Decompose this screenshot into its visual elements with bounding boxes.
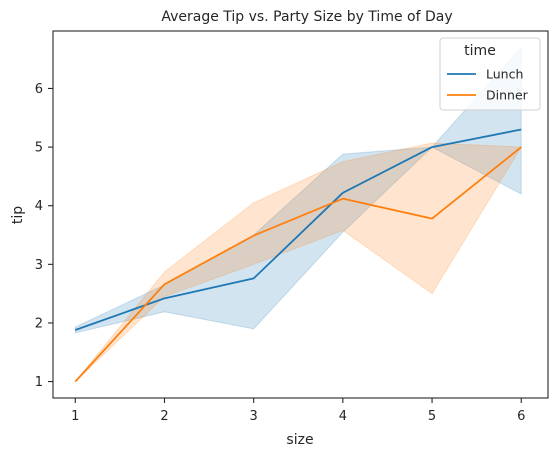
x-tick-label: 2 — [160, 409, 168, 424]
y-tick-label: 1 — [35, 375, 43, 390]
legend-title: time — [464, 43, 496, 59]
x-tick-label: 5 — [428, 409, 436, 424]
x-tick-label: 4 — [339, 409, 347, 424]
legend-label-dinner: Dinner — [486, 88, 529, 103]
x-axis-label: size — [286, 432, 313, 448]
x-tick-label: 3 — [250, 409, 258, 424]
legend-box — [439, 37, 541, 111]
series-line-lunch — [74, 128, 522, 331]
legend-label-lunch: Lunch — [486, 67, 523, 82]
y-tick-label: 2 — [35, 316, 43, 331]
plot-area — [74, 46, 523, 383]
axes: 1 2 3 4 5 6 1 2 3 4 5 6 — [35, 30, 549, 424]
x-tick-label: 6 — [517, 409, 525, 424]
y-tick-label: 6 — [35, 82, 43, 97]
y-axis-label: tip — [10, 206, 26, 224]
chart-title: Average Tip vs. Party Size by Time of Da… — [161, 9, 452, 25]
y-tick-label: 3 — [35, 258, 43, 273]
x-tick-label: 1 — [71, 409, 79, 424]
y-tick-label: 5 — [35, 141, 43, 156]
y-tick-label: 4 — [35, 199, 43, 214]
series-line-dinner — [74, 146, 522, 383]
legend: time Lunch Dinner — [439, 37, 541, 111]
axes-frame — [52, 30, 549, 399]
